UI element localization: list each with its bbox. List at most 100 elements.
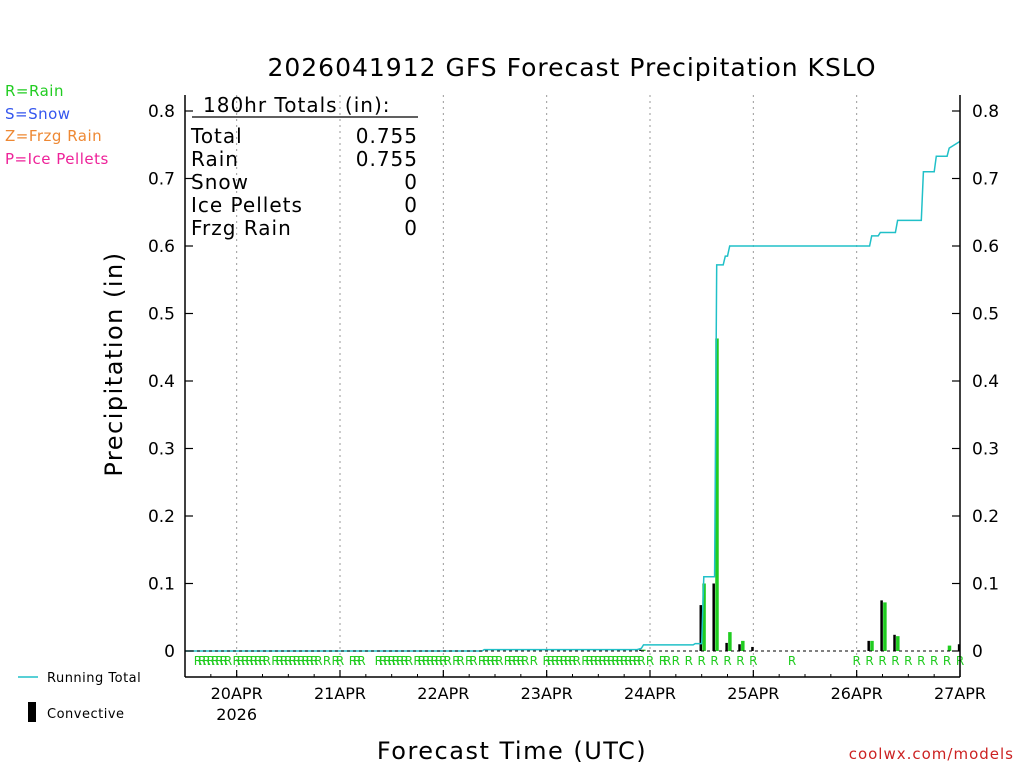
precip-type-marker: R [573, 654, 581, 668]
precip-type-marker: R [586, 654, 594, 668]
precip-type-marker: R [202, 654, 210, 668]
precip-type-marker: R [198, 654, 206, 668]
precip-type-marker: R [637, 654, 645, 668]
rain-bar [728, 632, 732, 651]
totals-row-label: Total [190, 124, 243, 148]
y-tick-label-left: 0.3 [148, 440, 175, 460]
precip-type-marker: R [375, 654, 383, 668]
precip-type-marker: R [512, 654, 520, 668]
y-tick-label-left: 0.5 [148, 305, 175, 325]
precip-type-marker: R [422, 654, 430, 668]
precip-type-marker: R [564, 654, 572, 668]
precip-type-marker: R [603, 654, 611, 668]
precip-type-marker: R [685, 654, 693, 668]
precip-type-marker: R [220, 654, 228, 668]
convective-bar [712, 583, 715, 651]
convective-bar [639, 649, 642, 651]
totals-row-label: Frzg Rain [191, 216, 292, 240]
convective-bar [880, 600, 883, 651]
precip-type-marker: R [611, 654, 619, 668]
precip-type-marker: R [301, 654, 309, 668]
x-tick-label: 25APR [727, 684, 779, 703]
totals-header: 180hr Totals (in): [203, 93, 391, 117]
precip-type-marker: R [258, 654, 266, 668]
legend-convective-label: Convective [47, 707, 125, 722]
totals-row-label: Snow [191, 170, 249, 194]
y-tick-label-right: 0 [972, 642, 983, 662]
precip-type-marker: R [392, 654, 400, 668]
precip-type-marker: R [482, 654, 490, 668]
precip-type-marker: R [396, 654, 404, 668]
convective-bar [738, 644, 741, 651]
y-tick-label-right: 0.3 [972, 440, 999, 460]
precip-type-marker: R [383, 654, 391, 668]
precip-type-marker: R [697, 654, 705, 668]
precip-type-marker: R [400, 654, 408, 668]
precip-type-marker: R [452, 654, 460, 668]
x-tick-label: 27APR [934, 684, 986, 703]
precip-type-marker: R [517, 654, 525, 668]
y-tick-label-left: 0.7 [148, 170, 175, 190]
legend-running-total-label: Running Total [47, 671, 141, 686]
precip-type-marker: R [418, 654, 426, 668]
precip-type-marker: R [288, 654, 296, 668]
y-tick-label-right: 0.7 [972, 170, 999, 190]
precip-type-marker: R [659, 654, 667, 668]
precip-type-marker: R [624, 654, 632, 668]
precip-type-marker: R [749, 654, 757, 668]
axes: 0 00.1 0.10.2 0.20.3 0.30.4 0.40.5 0.50.6 0.60.… [148, 95, 999, 724]
precip-type-marker: R [620, 654, 628, 668]
precip-type-marker: R [736, 654, 744, 668]
x-tick-label: 20APR [211, 684, 263, 703]
y-tick-label-left: 0.1 [148, 575, 175, 595]
precip-type-marker: R [629, 654, 637, 668]
precip-type-marker: R [314, 654, 322, 668]
precip-type-marker: R [633, 654, 641, 668]
grid-lines [236, 95, 858, 677]
precip-type-marker: R [491, 654, 499, 668]
totals-row-value: 0.755 [356, 124, 418, 148]
precip-type-marker: R [852, 654, 860, 668]
precip-type-marker: R [590, 654, 598, 668]
precip-type-marker: R [788, 654, 796, 668]
precip-type-marker: R [332, 654, 340, 668]
precip-type-marker: R [878, 654, 886, 668]
series-legend: Running Total Convective [18, 671, 141, 722]
precip-type-marker: R [215, 654, 223, 668]
precip-type-marker: R [487, 654, 495, 668]
precip-type-marker: R [530, 654, 538, 668]
precip-type-marker: R [456, 654, 464, 668]
precip-type-marker: R [413, 654, 421, 668]
precip-type-marker: R [891, 654, 899, 668]
x-tick-label: 26APR [831, 684, 883, 703]
running-total-line [185, 140, 961, 652]
precip-type-marker: R [245, 654, 253, 668]
x-axis-label: Forecast Time (UTC) [377, 737, 647, 765]
precip-type-marker: R [465, 654, 473, 668]
precip-type-marker: R [271, 654, 279, 668]
totals-row-value: 0 [404, 216, 418, 240]
y-tick-label-left: 0.6 [148, 237, 175, 257]
precip-type-marker: R [904, 654, 912, 668]
type-legend-ice-pellets: P=Ice Pellets [5, 150, 109, 168]
precip-type-marker: R [865, 654, 873, 668]
precip-type-marker: R [211, 654, 219, 668]
precip-type-marker: R [232, 654, 240, 668]
precip-type-marker: R [207, 654, 215, 668]
precip-type-marker: R [616, 654, 624, 668]
rain-bar [947, 645, 952, 651]
precip-type-marker: R [568, 654, 576, 668]
convective-bar [867, 640, 870, 651]
rain-bars [642, 338, 952, 651]
precip-type-marker: R [710, 654, 718, 668]
y-tick-label-left: 0.8 [148, 102, 175, 122]
type-legend-frzg-rain: Z=Frzg Rain [5, 127, 103, 145]
rain-bar [896, 636, 900, 651]
y-axis-label: Precipitation (in) [100, 251, 128, 476]
precip-type-marker: R [435, 654, 443, 668]
precip-type-marker: R [560, 654, 568, 668]
precip-type-marker: R [224, 654, 232, 668]
x-tick-label: 24APR [624, 684, 676, 703]
